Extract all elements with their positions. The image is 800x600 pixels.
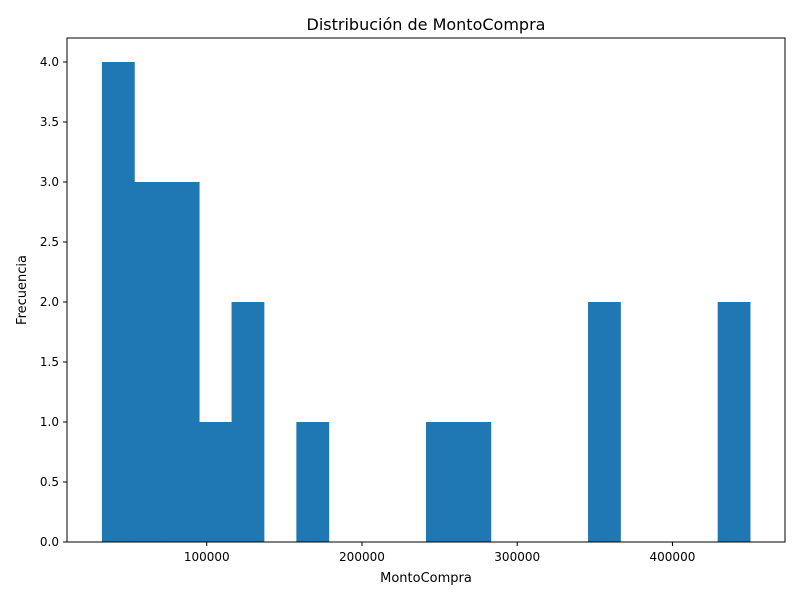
y-tick-label: 3.5 — [40, 115, 59, 129]
histogram-bar — [134, 182, 168, 542]
y-tick-label: 2.0 — [40, 295, 59, 309]
y-axis-ticks: 0.0 0.5 1.0 1.5 2.0 2.5 3.0 3.5 4.0 — [40, 55, 67, 549]
y-tick-label: 0.0 — [40, 535, 59, 549]
histogram-bar — [458, 422, 492, 542]
x-axis-ticks: 100000 200000 300000 400000 — [184, 542, 696, 564]
histogram-bar — [588, 302, 621, 542]
y-tick-label: 2.5 — [40, 235, 59, 249]
x-tick-label: 200000 — [339, 550, 385, 564]
x-tick-label: 300000 — [494, 550, 540, 564]
y-tick-label: 1.5 — [40, 355, 59, 369]
y-tick-label: 4.0 — [40, 55, 59, 69]
plot-frame — [66, 37, 786, 543]
histogram-bar — [199, 422, 232, 542]
y-tick-label: 3.0 — [40, 175, 59, 189]
y-tick-label: 1.0 — [40, 415, 59, 429]
y-axis-label: Frecuencia — [15, 255, 30, 325]
histogram-bar — [101, 62, 135, 542]
histogram-bar — [296, 422, 330, 542]
bars-group — [101, 62, 751, 542]
x-tick-label: 100000 — [184, 550, 230, 564]
chart-title: Distribución de MontoCompra — [307, 15, 546, 34]
x-axis-label: MontoCompra — [380, 571, 472, 586]
histogram-bar — [426, 422, 459, 542]
y-tick-label: 0.5 — [40, 475, 59, 489]
x-tick-label: 400000 — [650, 550, 696, 564]
histogram-bar — [166, 182, 200, 542]
histogram-bar — [231, 302, 265, 542]
histogram-bar — [717, 302, 751, 542]
